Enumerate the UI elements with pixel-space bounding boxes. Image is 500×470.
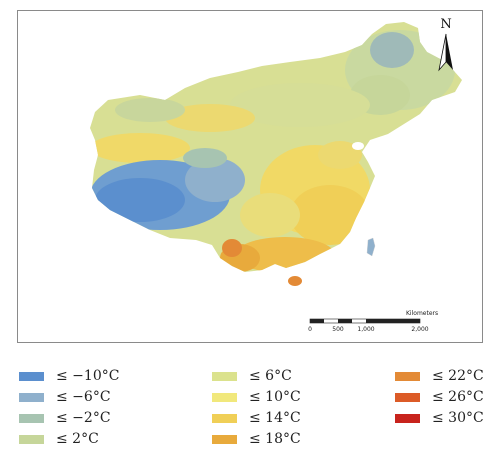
scale-bar-graphic bbox=[309, 318, 421, 324]
bohai-sea bbox=[352, 142, 364, 150]
hainan-island bbox=[288, 276, 302, 286]
scale-bar: Kilometers 0 500 1,000 2,000 bbox=[306, 310, 466, 336]
scale-tick: 2,000 bbox=[411, 326, 429, 333]
north-arrow-icon bbox=[438, 33, 453, 72]
taiwan-island bbox=[366, 237, 376, 257]
scale-tick: 1,000 bbox=[357, 326, 375, 333]
north-arrow: N bbox=[432, 18, 460, 76]
north-label: N bbox=[440, 17, 452, 32]
scale-tick: 0 bbox=[308, 326, 312, 333]
scale-tick: 500 bbox=[332, 326, 344, 333]
china-landmass bbox=[90, 22, 462, 272]
scale-units: Kilometers bbox=[406, 310, 439, 317]
